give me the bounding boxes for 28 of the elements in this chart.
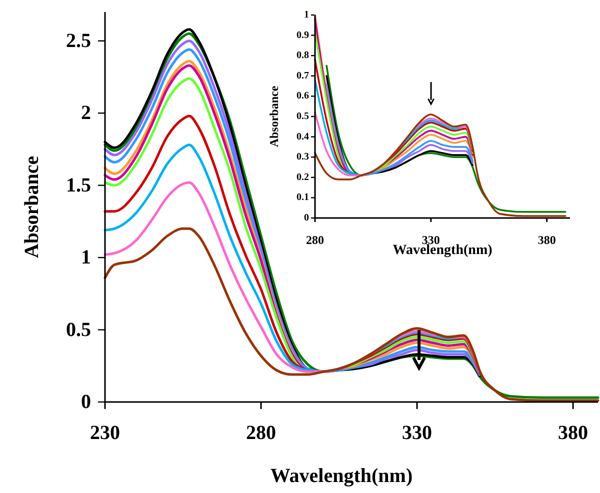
- line-series: [314, 114, 566, 217]
- y-tick-label: 0: [81, 391, 91, 413]
- y-tick-label: 0.1: [296, 192, 309, 204]
- y-tick-label: 0.4: [296, 131, 309, 142]
- y-tick-label: 0: [304, 212, 309, 224]
- y-tick-label: 0.8: [296, 50, 309, 62]
- y-tick-label: 0.6: [296, 90, 309, 102]
- y-tick-label: 1.5: [66, 174, 91, 196]
- y-tick-label: 1: [304, 10, 309, 20]
- y-axis-title: Absorbance: [267, 85, 281, 148]
- y-tick-label: 0.7: [296, 70, 309, 82]
- x-tick-label: 230: [90, 422, 120, 444]
- y-tick-label: 0.2: [296, 172, 309, 183]
- y-tick-label: 0.3: [296, 152, 309, 163]
- y-axis-title: Absorbance: [21, 156, 43, 258]
- y-tick-label: 1: [81, 246, 91, 269]
- x-axis-title: Wavelength(nm): [270, 465, 413, 487]
- x-tick-label: 280: [246, 422, 276, 444]
- x-tick-label: 330: [402, 422, 432, 444]
- y-tick-label: 2: [81, 102, 91, 124]
- x-tick-label: 380: [558, 422, 588, 444]
- x-axis-title: Wavelength(nm): [392, 243, 493, 258]
- y-tick-label: 2.5: [66, 30, 91, 52]
- x-tick-label: 380: [538, 233, 556, 247]
- y-tick-label: 0.9: [296, 30, 309, 41]
- y-tick-label: 0.5: [66, 318, 91, 341]
- x-tick-label: 280: [306, 233, 324, 247]
- y-tick-label: 0.5: [296, 111, 309, 122]
